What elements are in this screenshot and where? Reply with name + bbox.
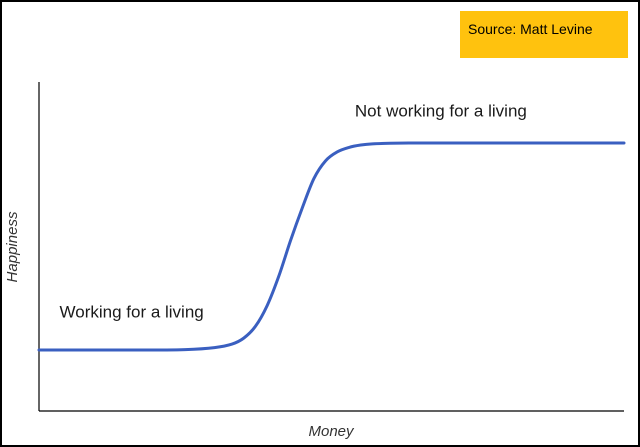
happiness-curve bbox=[37, 141, 626, 352]
annotation-working: Working for a living bbox=[60, 302, 204, 321]
x-axis-title: Money bbox=[308, 423, 355, 440]
source-label: Source: Matt Levine bbox=[460, 11, 628, 58]
annotation-not-working: Not working for a living bbox=[355, 101, 527, 120]
y-axis-title: Happiness bbox=[4, 211, 21, 282]
